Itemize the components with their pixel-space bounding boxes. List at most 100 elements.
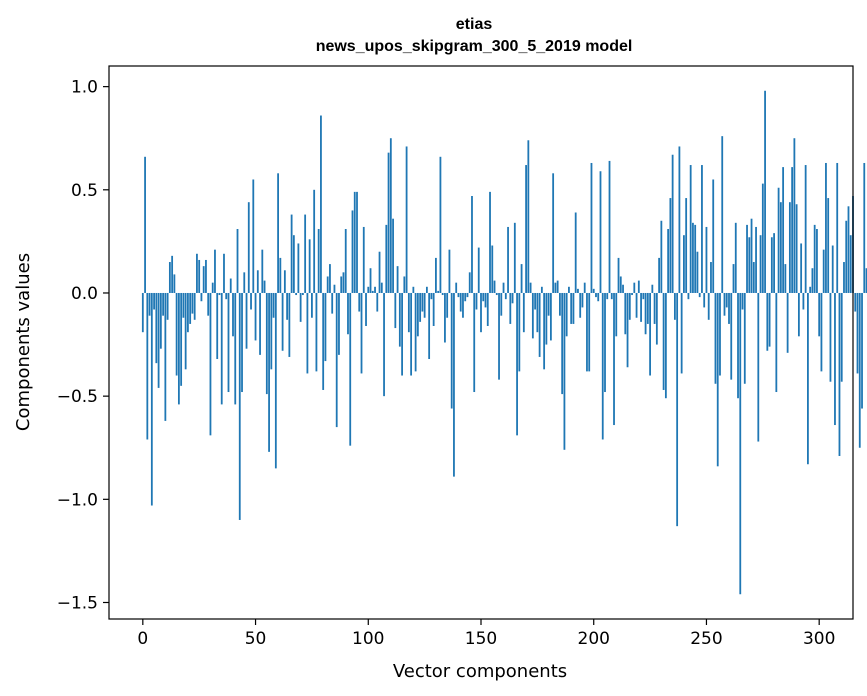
bar [843,262,845,293]
bar [556,280,559,293]
x-tick-label: 300 [803,629,835,649]
bar [245,292,248,349]
bar [807,292,809,465]
bar [277,173,279,293]
bar [412,286,415,293]
bar [500,292,503,316]
bar [811,268,814,293]
bar [554,282,557,293]
bar [732,264,735,293]
bar [716,292,719,467]
bar [741,292,744,310]
bar [432,292,435,326]
bar [475,292,478,310]
bar [549,292,552,341]
bar [509,292,512,324]
bar [525,165,527,293]
bar [232,292,234,337]
y-tick-label: 1.0 [71,78,98,98]
y-tick-label: −1.5 [57,593,98,613]
bar [502,282,505,293]
bar [349,292,352,446]
bar [640,292,642,322]
bar [362,226,365,293]
bar [559,292,561,316]
bar [854,292,857,312]
bar [836,162,839,293]
bar [642,292,645,300]
bar [678,146,681,293]
y-tick-label: 0.0 [71,284,98,304]
bar [680,292,683,374]
bar [256,270,259,293]
bar [329,264,331,293]
bar [383,292,385,397]
bar [858,292,861,448]
bar [455,282,458,293]
bar [164,292,167,421]
bar [723,292,726,316]
bar [369,268,372,293]
bar [800,243,803,293]
bar [615,292,618,337]
bar [247,202,250,293]
bar [423,292,426,318]
bar [331,292,334,314]
bar [743,292,746,384]
bar [184,292,187,370]
bar [320,115,322,293]
bar [407,292,410,333]
bar [223,253,225,293]
bar [281,292,284,351]
bar [595,292,597,298]
bar [714,292,717,384]
bar [626,292,629,368]
bar [540,286,543,293]
bar [547,292,550,316]
bar [865,268,867,293]
bar [380,282,383,293]
bar [439,156,442,293]
bar [572,292,575,324]
bar [692,222,694,293]
bar [694,224,697,293]
bar [252,179,255,293]
bar [658,257,661,293]
bar [272,292,275,318]
bar [813,224,816,293]
plot-frame [108,65,854,620]
bar [308,239,311,293]
bar [159,292,162,349]
bar [601,292,604,440]
bar [491,245,494,293]
bar [459,292,462,312]
bar [822,249,825,293]
bar [396,266,399,293]
bar [725,292,728,308]
bar [565,292,568,337]
bar [453,292,455,477]
x-axis-title: Vector components [393,661,567,682]
bar [746,224,748,293]
bar [464,292,467,302]
bar [752,262,755,293]
bar [207,292,210,316]
bar [301,292,304,296]
bar [214,249,216,293]
bar [597,292,600,302]
bar [653,292,656,324]
bar [660,220,663,293]
bar [315,292,318,372]
y-axis-title: Components values [13,253,34,431]
bar [457,292,460,298]
bar [274,292,277,469]
bar [504,292,507,300]
x-tick-label: 0 [137,629,148,649]
bar [651,284,654,293]
bar [619,276,622,293]
bar [574,212,577,293]
chart-title: etias [456,16,493,33]
bar [831,245,834,293]
bar [225,292,228,300]
bar [441,292,444,296]
